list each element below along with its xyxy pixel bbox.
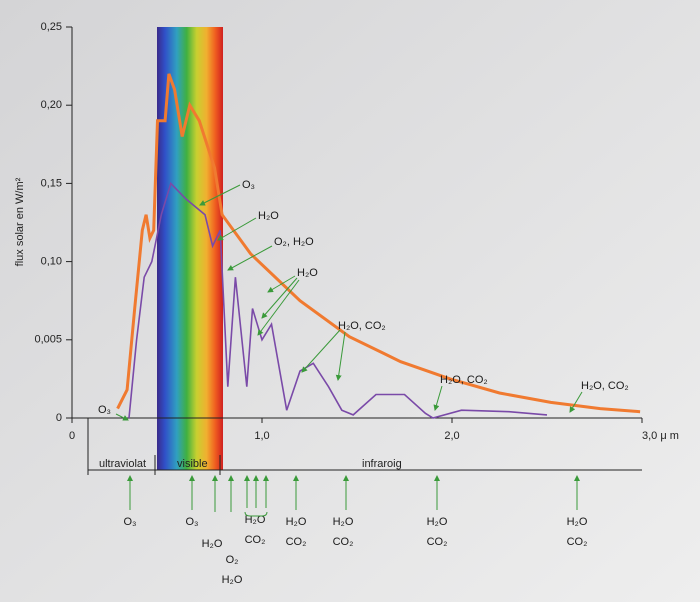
bottom-label: CO₂	[333, 536, 354, 548]
y-tick-label: 0,005	[34, 334, 62, 346]
arrow	[569, 391, 583, 413]
bottom-label: CO₂	[245, 534, 266, 546]
arrow	[433, 385, 443, 411]
x-tick-label: 1,0	[254, 430, 269, 442]
spectrum-line	[116, 73, 641, 414]
bottom-label: H₂O	[245, 514, 266, 526]
arrow	[257, 279, 300, 336]
annotation: O₃	[98, 404, 111, 416]
brace	[244, 511, 268, 517]
region-label: infraroig	[362, 458, 402, 470]
x-tick-label: 0	[69, 430, 75, 442]
bottom-label: H₂O	[202, 538, 223, 550]
arrow	[227, 245, 273, 271]
bottom-label: H₂O	[286, 516, 307, 528]
bottom-label: H₂O	[427, 516, 448, 528]
arrow	[267, 275, 296, 293]
bottom-label: H₂O	[333, 516, 354, 528]
bottom-label: CO₂	[567, 536, 588, 548]
bottom-label: O₃	[185, 516, 198, 528]
annotation: H₂O	[258, 210, 279, 222]
y-tick-label: 0,20	[41, 99, 62, 111]
annotation: H₂O, CO₂	[338, 320, 386, 332]
arrow	[199, 184, 241, 206]
arrow	[115, 413, 129, 421]
arrow	[261, 277, 298, 319]
region-label: ultraviolat	[99, 458, 146, 470]
annotation: O₃	[242, 179, 255, 191]
annotation: O₂, H₂O	[274, 236, 314, 248]
bottom-label: CO₂	[427, 536, 448, 548]
x-tick-label: 3,0 μ m	[642, 430, 679, 442]
y-tick-label: 0,15	[41, 177, 62, 189]
x-tick-label: 2,0	[444, 430, 459, 442]
spectrum-line	[128, 181, 548, 419]
arrow	[217, 217, 257, 241]
arrow	[301, 329, 341, 373]
annotation: H₂O	[297, 267, 318, 279]
arrow	[335, 331, 346, 381]
bottom-label: H₂O	[222, 574, 243, 586]
y-tick-label: 0,10	[41, 256, 62, 268]
annotation: H₂O, CO₂	[581, 380, 629, 392]
region-label: visible	[177, 458, 208, 470]
bottom-label: O₂	[226, 554, 239, 566]
y-tick-label: 0	[56, 412, 62, 424]
bottom-label: O₃	[123, 516, 136, 528]
y-axis-label: flux solar en W/m²	[14, 177, 26, 266]
annotation: H₂O, CO₂	[440, 374, 488, 386]
bottom-label: H₂O	[567, 516, 588, 528]
y-tick-label: 0,25	[41, 21, 62, 33]
bottom-label: CO₂	[286, 536, 307, 548]
